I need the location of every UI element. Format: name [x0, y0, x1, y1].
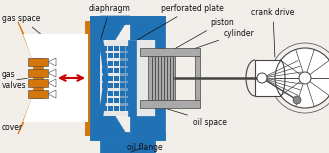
Polygon shape	[85, 21, 100, 28]
Bar	[102, 68, 107, 73]
Polygon shape	[130, 16, 165, 40]
Bar	[102, 60, 107, 65]
Polygon shape	[48, 58, 56, 66]
Bar	[102, 75, 107, 80]
Circle shape	[257, 73, 267, 83]
Bar	[125, 75, 131, 80]
Polygon shape	[90, 16, 100, 140]
Bar	[125, 60, 131, 65]
Polygon shape	[255, 60, 280, 96]
Bar	[114, 75, 118, 80]
Polygon shape	[85, 128, 100, 135]
Bar	[114, 106, 118, 110]
Circle shape	[275, 48, 329, 108]
Bar	[114, 91, 118, 95]
Polygon shape	[140, 48, 200, 56]
Bar	[102, 91, 107, 95]
Polygon shape	[120, 46, 130, 110]
Bar	[108, 98, 113, 103]
Text: cover: cover	[2, 118, 30, 132]
Bar	[125, 98, 131, 103]
Bar	[119, 75, 124, 80]
Polygon shape	[195, 56, 200, 100]
Bar	[119, 98, 124, 103]
Bar	[108, 53, 113, 58]
Circle shape	[299, 72, 311, 84]
Polygon shape	[48, 90, 56, 98]
Bar	[125, 53, 131, 58]
Text: oil flange: oil flange	[127, 142, 163, 152]
Polygon shape	[85, 21, 92, 135]
Bar	[108, 45, 113, 50]
Text: oil space: oil space	[151, 104, 227, 127]
Bar	[114, 60, 118, 65]
Bar	[119, 60, 124, 65]
Polygon shape	[100, 16, 130, 40]
Text: gas space: gas space	[2, 13, 53, 44]
Bar	[114, 45, 118, 50]
Bar	[125, 45, 131, 50]
Bar	[114, 98, 118, 103]
Text: diaphragm: diaphragm	[89, 4, 131, 39]
Bar	[125, 68, 131, 73]
Bar	[119, 83, 124, 88]
Polygon shape	[48, 69, 56, 77]
Bar	[119, 45, 124, 50]
Polygon shape	[128, 40, 136, 116]
Bar	[108, 68, 113, 73]
Polygon shape	[33, 58, 43, 98]
Polygon shape	[23, 34, 88, 122]
Polygon shape	[100, 40, 155, 116]
Bar	[102, 106, 107, 110]
Text: piston: piston	[164, 17, 234, 55]
Bar	[119, 68, 124, 73]
Bar	[114, 83, 118, 88]
Polygon shape	[90, 132, 165, 140]
Bar	[28, 69, 48, 77]
Bar	[28, 90, 48, 98]
Bar	[108, 60, 113, 65]
Polygon shape	[90, 16, 165, 24]
Bar	[28, 79, 48, 87]
Bar	[108, 106, 113, 110]
Text: perforated plate: perforated plate	[135, 4, 223, 42]
Text: cylinder: cylinder	[188, 28, 255, 51]
Bar	[125, 83, 131, 88]
Bar	[102, 83, 107, 88]
Polygon shape	[98, 40, 108, 116]
Bar	[114, 53, 118, 58]
Polygon shape	[100, 116, 130, 140]
Bar	[119, 91, 124, 95]
Polygon shape	[140, 100, 200, 108]
Bar	[125, 91, 131, 95]
Polygon shape	[48, 79, 56, 87]
Polygon shape	[130, 116, 165, 140]
Polygon shape	[155, 40, 165, 116]
Bar	[119, 53, 124, 58]
Bar	[108, 83, 113, 88]
Bar	[125, 106, 131, 110]
Bar	[102, 98, 107, 103]
Bar	[28, 58, 48, 66]
Bar	[102, 53, 107, 58]
Polygon shape	[148, 56, 175, 100]
Bar	[108, 91, 113, 95]
Text: gas
valves: gas valves	[2, 70, 27, 90]
Bar	[108, 75, 113, 80]
Polygon shape	[100, 140, 155, 153]
Circle shape	[293, 96, 301, 104]
Bar	[114, 68, 118, 73]
Polygon shape	[18, 22, 45, 134]
Bar	[102, 45, 107, 50]
Bar	[119, 106, 124, 110]
Text: crank drive: crank drive	[251, 7, 295, 57]
